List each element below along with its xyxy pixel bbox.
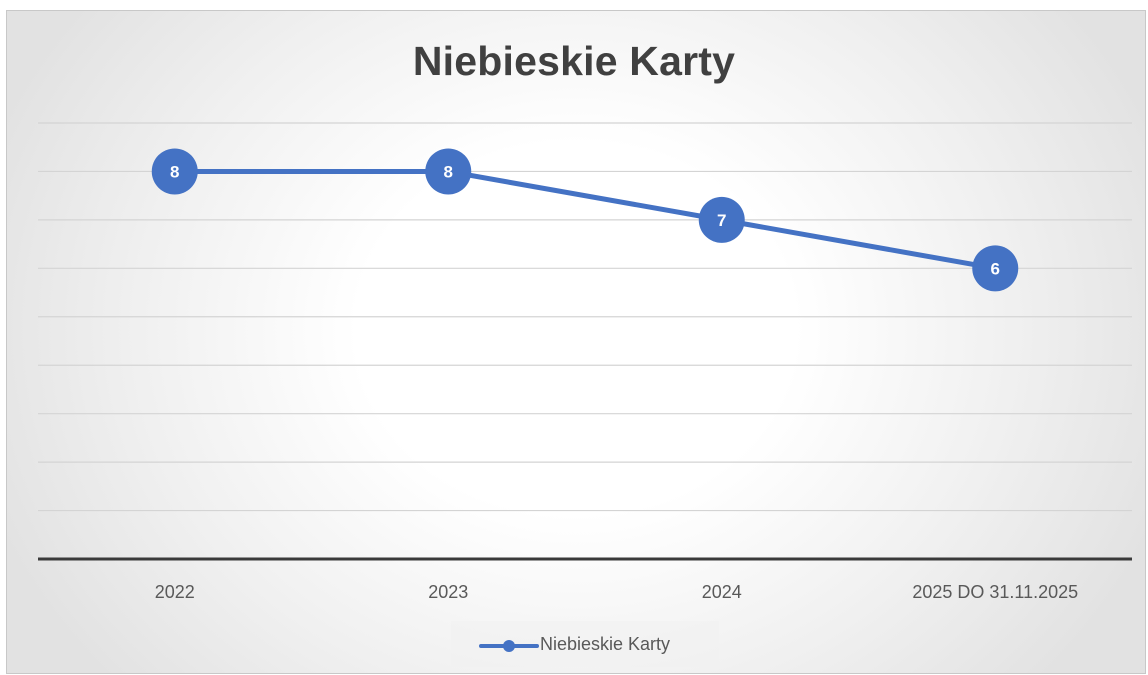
data-point (425, 148, 472, 195)
x-axis-tick-labels: 2022 2023 2024 2025 DO 31.11.2025 (155, 582, 1078, 602)
data-point (151, 148, 198, 195)
chart-frame (6, 10, 1146, 674)
x-tick-label: 2022 (155, 582, 195, 602)
data-point (698, 196, 745, 243)
gridlines (38, 122, 1132, 512)
x-tick-label: 2024 (702, 582, 742, 602)
data-label: 8 (170, 162, 179, 181)
legend-swatch (479, 640, 539, 652)
series-line (172, 168, 998, 271)
data-label: 8 (444, 162, 453, 181)
legend-entry-label: Niebieskie Karty (540, 634, 671, 654)
data-label: 6 (991, 259, 1000, 278)
x-tick-label: 2025 DO 31.11.2025 (912, 582, 1078, 602)
chart-title: Niebieskie Karty (412, 38, 736, 84)
legend: Niebieskie Karty (451, 621, 719, 667)
data-point (972, 245, 1019, 292)
data-label: 7 (717, 211, 726, 230)
data-points: 8 8 7 6 (151, 148, 1019, 292)
x-tick-label: 2023 (428, 582, 468, 602)
